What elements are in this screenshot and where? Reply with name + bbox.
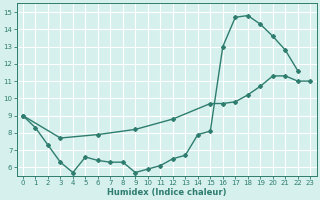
X-axis label: Humidex (Indice chaleur): Humidex (Indice chaleur) xyxy=(107,188,226,197)
